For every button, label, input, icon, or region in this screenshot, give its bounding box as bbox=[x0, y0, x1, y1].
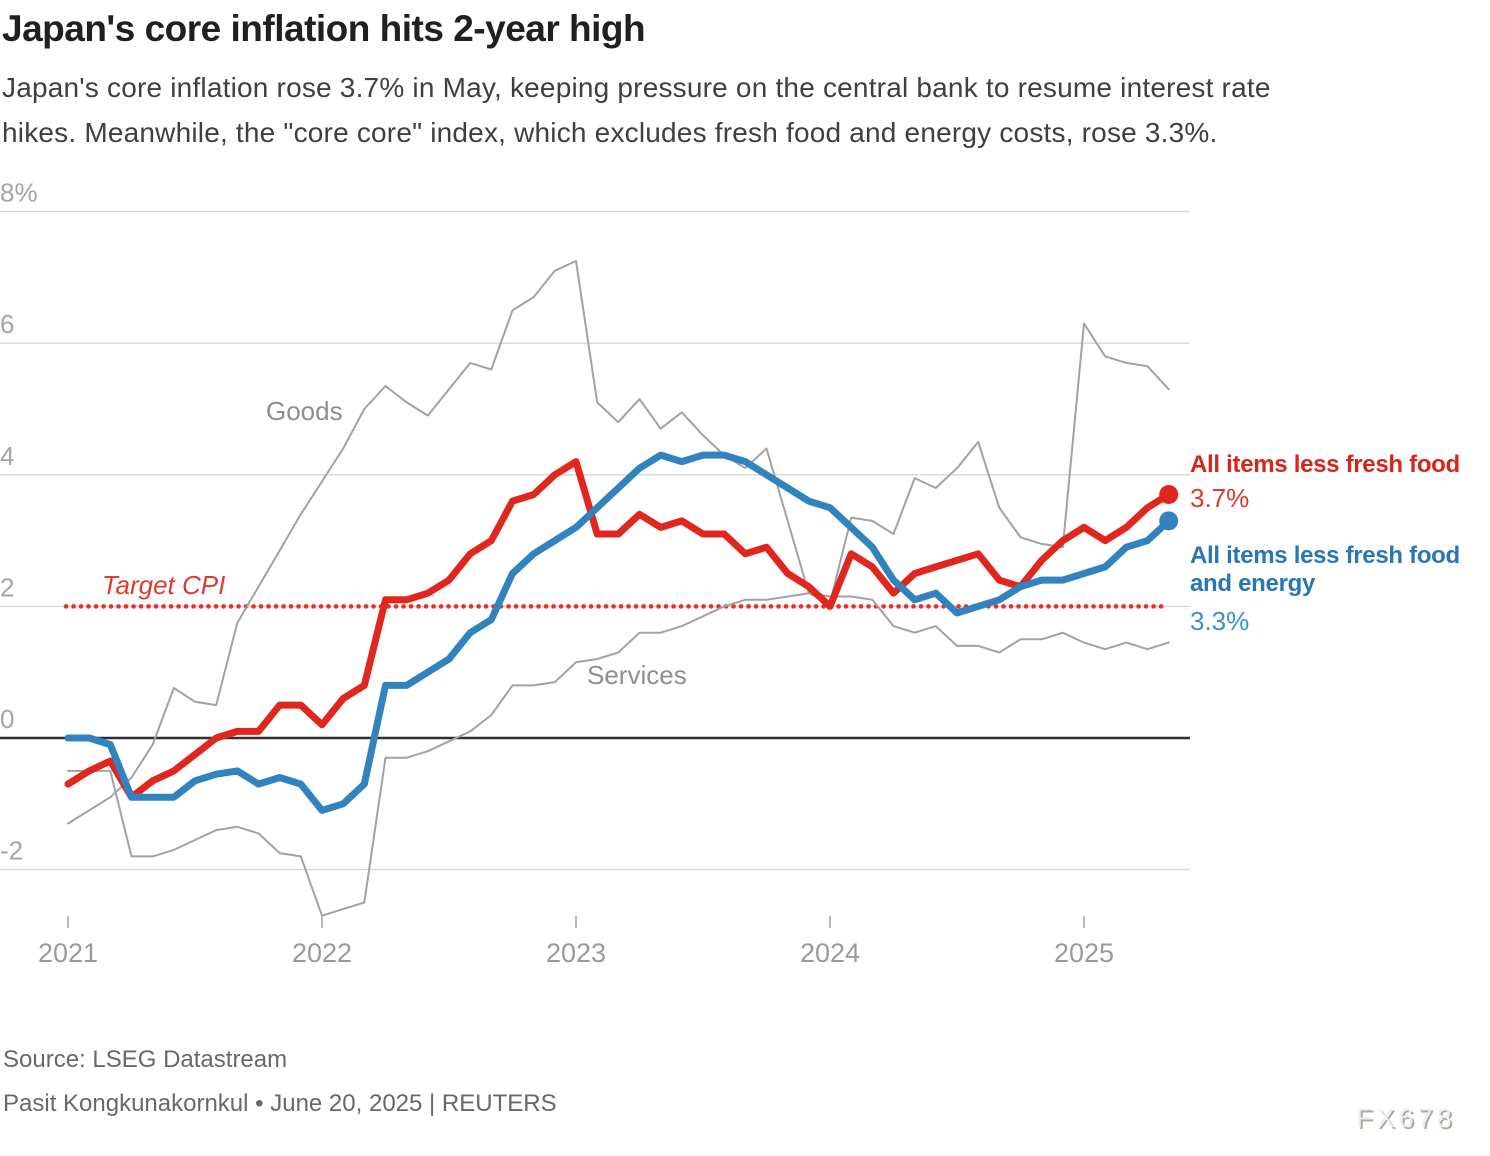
x-axis-tick-label: 2022 bbox=[292, 938, 352, 968]
series-line-all-items-less-fresh-food-and-energy bbox=[64, 451, 1173, 814]
x-axis-tick-label: 2024 bbox=[800, 938, 860, 968]
x-axis-tick-label: 2025 bbox=[1054, 938, 1114, 968]
y-axis-tick-label: 0 bbox=[0, 704, 14, 734]
series-line-goods bbox=[67, 260, 1170, 825]
y-axis-tick-label: 6 bbox=[0, 309, 14, 339]
goods-series-annotation: Goods bbox=[266, 396, 343, 426]
page-title: Japan's core inflation hits 2-year high bbox=[2, 8, 646, 49]
byline-credit: Pasit Kongkunakornkul • June 20, 2025 | … bbox=[3, 1090, 557, 1117]
x-axis-tick-label: 2023 bbox=[546, 938, 606, 968]
source-credit: Source: LSEG Datastream bbox=[3, 1046, 288, 1073]
y-axis-tick-label: 8% bbox=[0, 178, 38, 208]
series-end-dot-all-items-less-fresh-food bbox=[1159, 485, 1179, 504]
watermark: FX678 bbox=[1356, 1103, 1456, 1133]
legend-core-core-cpi-label-line2: and energy bbox=[1190, 570, 1316, 597]
services-series-annotation: Services bbox=[587, 660, 687, 690]
y-axis-tick-label: 2 bbox=[0, 572, 14, 602]
subtitle-line-2: hikes. Meanwhile, the "core core" index,… bbox=[2, 117, 1218, 148]
series-end-dot-all-items-less-fresh-food-and-energy bbox=[1159, 511, 1179, 531]
x-axis-tick-label: 2021 bbox=[38, 938, 98, 968]
series-line-all-items-less-fresh-food bbox=[64, 458, 1173, 801]
y-axis-tick-label: 4 bbox=[0, 441, 14, 471]
target-cpi-annotation: Target CPI bbox=[102, 570, 226, 600]
series-line-services bbox=[67, 592, 1170, 917]
legend-core-core-cpi-label-line1: All items less fresh food bbox=[1190, 542, 1460, 569]
subtitle-line-1: Japan's core inflation rose 3.7% in May,… bbox=[2, 72, 1271, 103]
legend-core-core-cpi-value: 3.3% bbox=[1190, 606, 1250, 636]
y-axis-tick-label: -2 bbox=[0, 836, 23, 866]
legend-core-cpi-label: All items less fresh food bbox=[1190, 451, 1460, 478]
legend-core-cpi-value: 3.7% bbox=[1190, 483, 1250, 513]
